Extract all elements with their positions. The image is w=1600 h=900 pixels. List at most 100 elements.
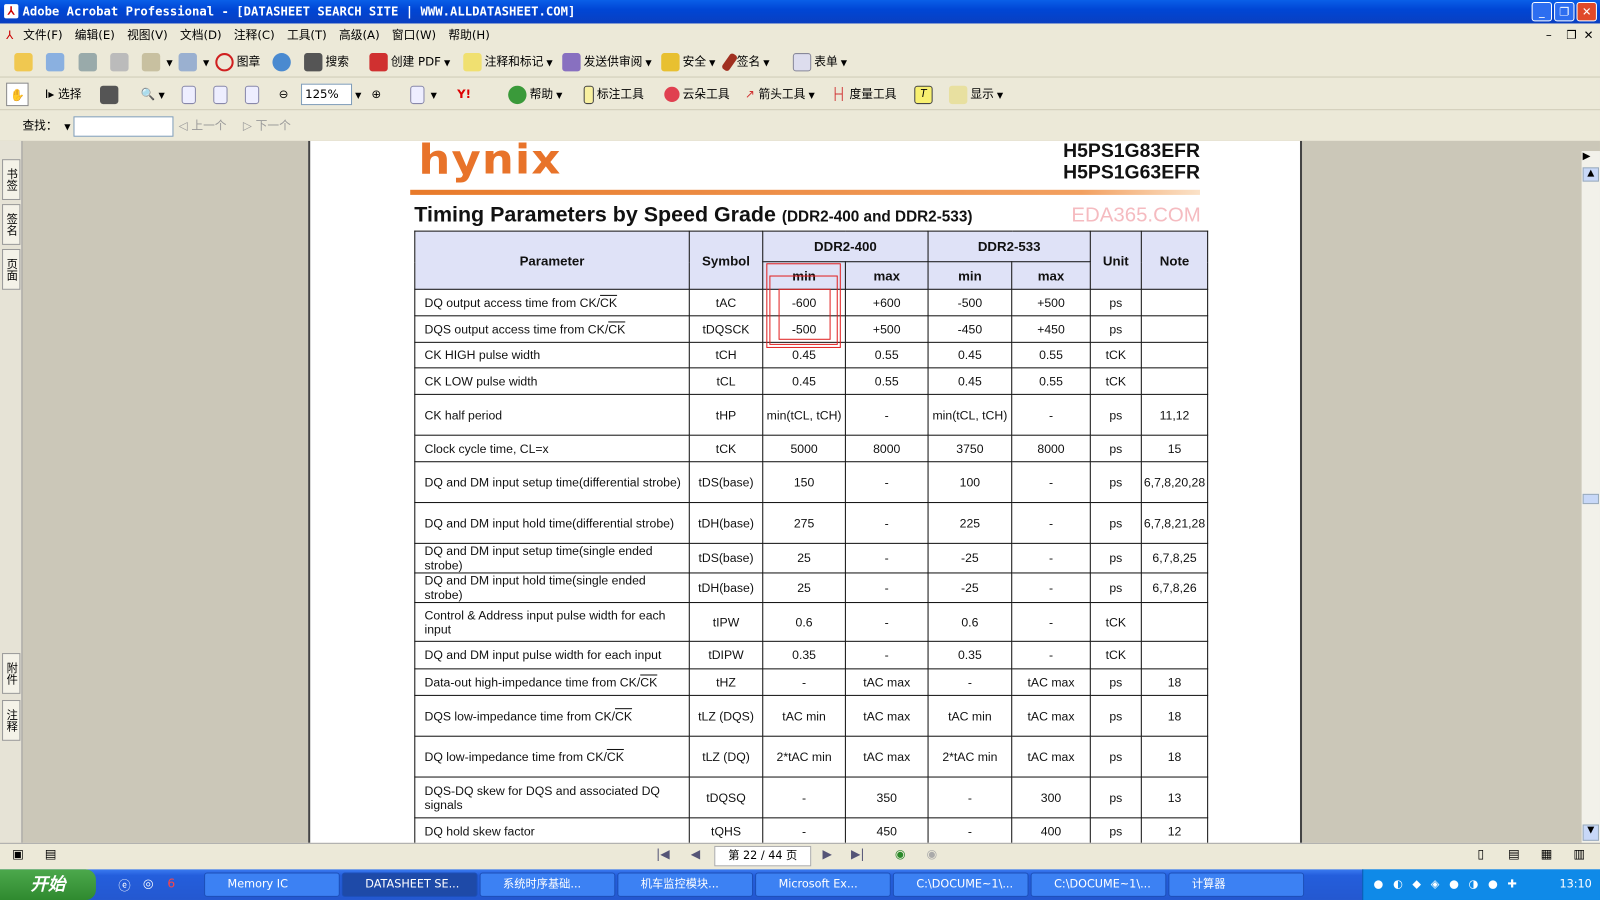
value-cell: -: [1011, 602, 1091, 642]
actual-size-button[interactable]: [181, 83, 199, 106]
menu-file[interactable]: 文件(F): [23, 27, 63, 42]
callout-tool-button[interactable]: 标注工具: [583, 83, 644, 106]
start-button[interactable]: 开始: [0, 869, 96, 900]
taskbar-item[interactable]: 系统时序基础...: [479, 872, 616, 897]
fit-page-button[interactable]: [213, 83, 230, 106]
quick-launch-app-icon[interactable]: 6: [167, 876, 176, 891]
rotate-view-button[interactable]: ▼: [410, 83, 437, 106]
next-page-button[interactable]: ▶: [822, 846, 832, 862]
doc-close-button[interactable]: ✕: [1583, 27, 1594, 42]
show-button[interactable]: 显示 ▼: [948, 83, 1003, 106]
yahoo-search-button[interactable]: Y!: [457, 83, 471, 106]
arrow-tool-button[interactable]: ↗ 箭头工具 ▼: [744, 86, 815, 102]
scroll-down-button[interactable]: ▼: [1582, 824, 1599, 841]
tasks-button[interactable]: ▼: [141, 50, 173, 73]
taskbar-item[interactable]: Memory IC: [204, 872, 340, 897]
taskbar-item[interactable]: C:\DOCUME~1\...: [1030, 872, 1167, 897]
minimize-button[interactable]: _: [1531, 2, 1553, 22]
close-button[interactable]: ✕: [1576, 2, 1597, 22]
continuous-facing-button[interactable]: ▥: [1573, 846, 1586, 862]
tab-pages[interactable]: 页面: [2, 248, 21, 290]
first-page-button[interactable]: |◀: [656, 846, 670, 862]
doc-restore-button[interactable]: ❐: [1566, 27, 1577, 42]
scroll-up-button[interactable]: ▲: [1582, 167, 1599, 182]
menu-edit[interactable]: 编辑(E): [74, 27, 115, 42]
print-button[interactable]: [110, 50, 131, 73]
last-page-button[interactable]: ▶|: [851, 846, 865, 862]
find-input[interactable]: [73, 116, 174, 137]
menu-document[interactable]: 文档(D): [179, 27, 222, 42]
header-ddr2-400: DDR2-400: [762, 230, 929, 263]
tab-signatures[interactable]: 签名: [2, 204, 21, 245]
email-button[interactable]: [272, 50, 293, 73]
comment-markup-button[interactable]: 注释和标记 ▼: [463, 50, 553, 73]
scroll-thumb[interactable]: [1582, 493, 1599, 505]
tab-bookmarks[interactable]: 书签: [2, 159, 21, 200]
globe-mail-icon: [272, 52, 291, 71]
measure-tool-button[interactable]: ├┤ 度量工具: [831, 86, 897, 102]
symbol-cell: tLZ (DQ): [688, 735, 764, 778]
quick-launch-icon[interactable]: ◎: [142, 876, 154, 891]
single-page-button[interactable]: ▯: [1477, 846, 1485, 862]
cloud-tool-button[interactable]: 云朵工具: [664, 83, 730, 106]
save-button[interactable]: [78, 50, 100, 73]
panel-expand-arrow[interactable]: ▶: [1582, 151, 1591, 163]
quick-launch-ie-icon[interactable]: ⓔ: [118, 878, 131, 893]
fit-width-button[interactable]: [244, 83, 262, 106]
open-button[interactable]: [14, 50, 35, 73]
stamp-button[interactable]: 图章: [215, 50, 260, 73]
zoom-level-input[interactable]: 125%: [301, 83, 353, 106]
restore-button[interactable]: ❐: [1554, 2, 1575, 22]
value-cell: -: [844, 572, 929, 604]
find-previous-button[interactable]: ◁ 上一个: [178, 118, 227, 133]
typewriter-button[interactable]: T: [914, 83, 935, 106]
taskbar-item[interactable]: DATASHEET SE...: [341, 872, 478, 897]
hand-tool-button[interactable]: ✋: [6, 82, 29, 107]
page-info-icon[interactable]: ▤: [44, 846, 57, 862]
snapshot-button[interactable]: [99, 83, 121, 106]
taskbar-item[interactable]: 计算器: [1168, 872, 1305, 897]
sign-button[interactable]: 签名 ▼: [720, 50, 770, 73]
forms-button[interactable]: 表单 ▼: [792, 50, 847, 73]
previous-page-button[interactable]: ◀: [690, 846, 701, 862]
tab-comments[interactable]: 注释: [2, 699, 21, 741]
menu-help[interactable]: 帮助(H): [448, 27, 490, 42]
zoom-in-button[interactable]: ⊕: [371, 83, 381, 106]
menu-bar: ⅄ 文件(F) 编辑(E) 视图(V) 文档(D) 注释(C) 工具(T) 高级(A) 窗口(…: [0, 23, 1600, 45]
menu-advanced[interactable]: 高级(A): [338, 27, 380, 42]
go-forward-button[interactable]: ◉: [926, 846, 938, 862]
page-panel-icon[interactable]: ▣: [12, 846, 24, 862]
select-tool-button[interactable]: I▸ 选择: [44, 86, 82, 102]
taskbar-item[interactable]: 机车监控模块...: [617, 872, 754, 897]
tab-attachments[interactable]: 附件: [2, 653, 21, 694]
create-pdf-button[interactable]: 创建 PDF ▼: [369, 50, 450, 73]
tray-icons[interactable]: ● ◐ ◆ ◈ ● ◑ ● ✚: [1373, 877, 1520, 891]
continuous-button[interactable]: ▤: [1508, 846, 1520, 862]
zoom-in-tool-button[interactable]: 🔍 ▼: [140, 86, 165, 102]
find-options-dropdown[interactable]: ▼: [64, 122, 71, 132]
menu-window[interactable]: 窗口(W): [391, 27, 437, 42]
lock-icon: [661, 52, 680, 71]
menu-view[interactable]: 视图(V): [127, 27, 168, 42]
menu-tools[interactable]: 工具(T): [286, 27, 327, 42]
security-button[interactable]: 安全 ▼: [661, 50, 715, 73]
send-review-button[interactable]: 发送供审阅 ▼: [562, 50, 652, 73]
page-number-field[interactable]: 第 22 / 44 页: [714, 845, 812, 867]
doc-minimize-button[interactable]: –: [1545, 27, 1552, 42]
search-button[interactable]: 搜索: [304, 50, 349, 73]
value-cell: 3750: [927, 434, 1013, 463]
facing-button[interactable]: ▦: [1540, 846, 1553, 862]
zoom-dropdown[interactable]: ▼: [355, 90, 362, 100]
vertical-scrollbar[interactable]: ▲ ▼: [1581, 151, 1600, 843]
pdf-doc-icon: ⅄: [6, 27, 14, 42]
unit-cell: tCK: [1089, 367, 1142, 395]
menu-comments[interactable]: 注释(C): [233, 27, 275, 42]
attach-button[interactable]: ▼: [178, 50, 209, 73]
taskbar-item[interactable]: Microsoft Ex...: [755, 872, 891, 897]
zoom-out-button[interactable]: ⊖: [279, 83, 289, 106]
taskbar-item[interactable]: C:\DOCUME~1\...: [892, 872, 1029, 897]
organizer-button[interactable]: [45, 50, 67, 73]
go-back-button[interactable]: ◉: [894, 846, 906, 862]
find-next-button[interactable]: ▷ 下一个: [242, 118, 291, 133]
help-button[interactable]: 帮助 ▼: [508, 83, 562, 106]
